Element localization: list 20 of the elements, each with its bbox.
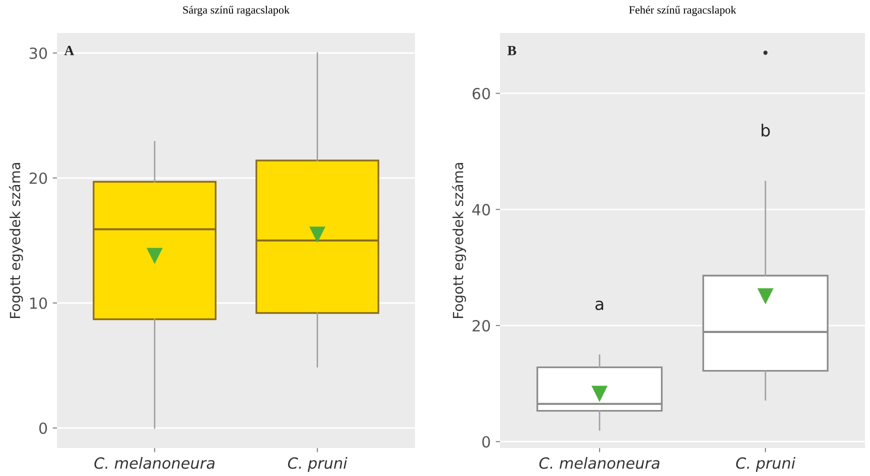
y-axis-title: Fogott egyedek száma xyxy=(8,162,23,318)
y-tick-label: 20 xyxy=(30,172,47,184)
x-tick-label: C. melanoneura xyxy=(539,457,660,469)
chart-title: Fehér színű ragacslapok xyxy=(629,6,736,16)
y-tick-label: 40 xyxy=(472,204,490,216)
annotation: a xyxy=(595,300,604,310)
y-tick-label: 0 xyxy=(482,436,490,448)
y-tick-label: 60 xyxy=(472,88,490,100)
y-tick-label: 30 xyxy=(30,47,47,60)
y-tick-label: 20 xyxy=(472,320,490,332)
x-tick-label: C. melanoneura xyxy=(94,457,214,469)
annotation: b xyxy=(762,124,770,137)
chart-title: Sárga színű ragacslapok xyxy=(183,6,290,16)
annotation: A xyxy=(64,46,74,56)
y-axis-title: Fogott egyedek száma xyxy=(452,162,466,318)
y-tick-label: 10 xyxy=(30,297,47,310)
x-tick-label: C. pruni xyxy=(736,457,796,472)
annotation: B xyxy=(508,46,516,56)
y-tick-label: 0 xyxy=(39,422,47,434)
x-tick-label: C. pruni xyxy=(288,457,348,472)
